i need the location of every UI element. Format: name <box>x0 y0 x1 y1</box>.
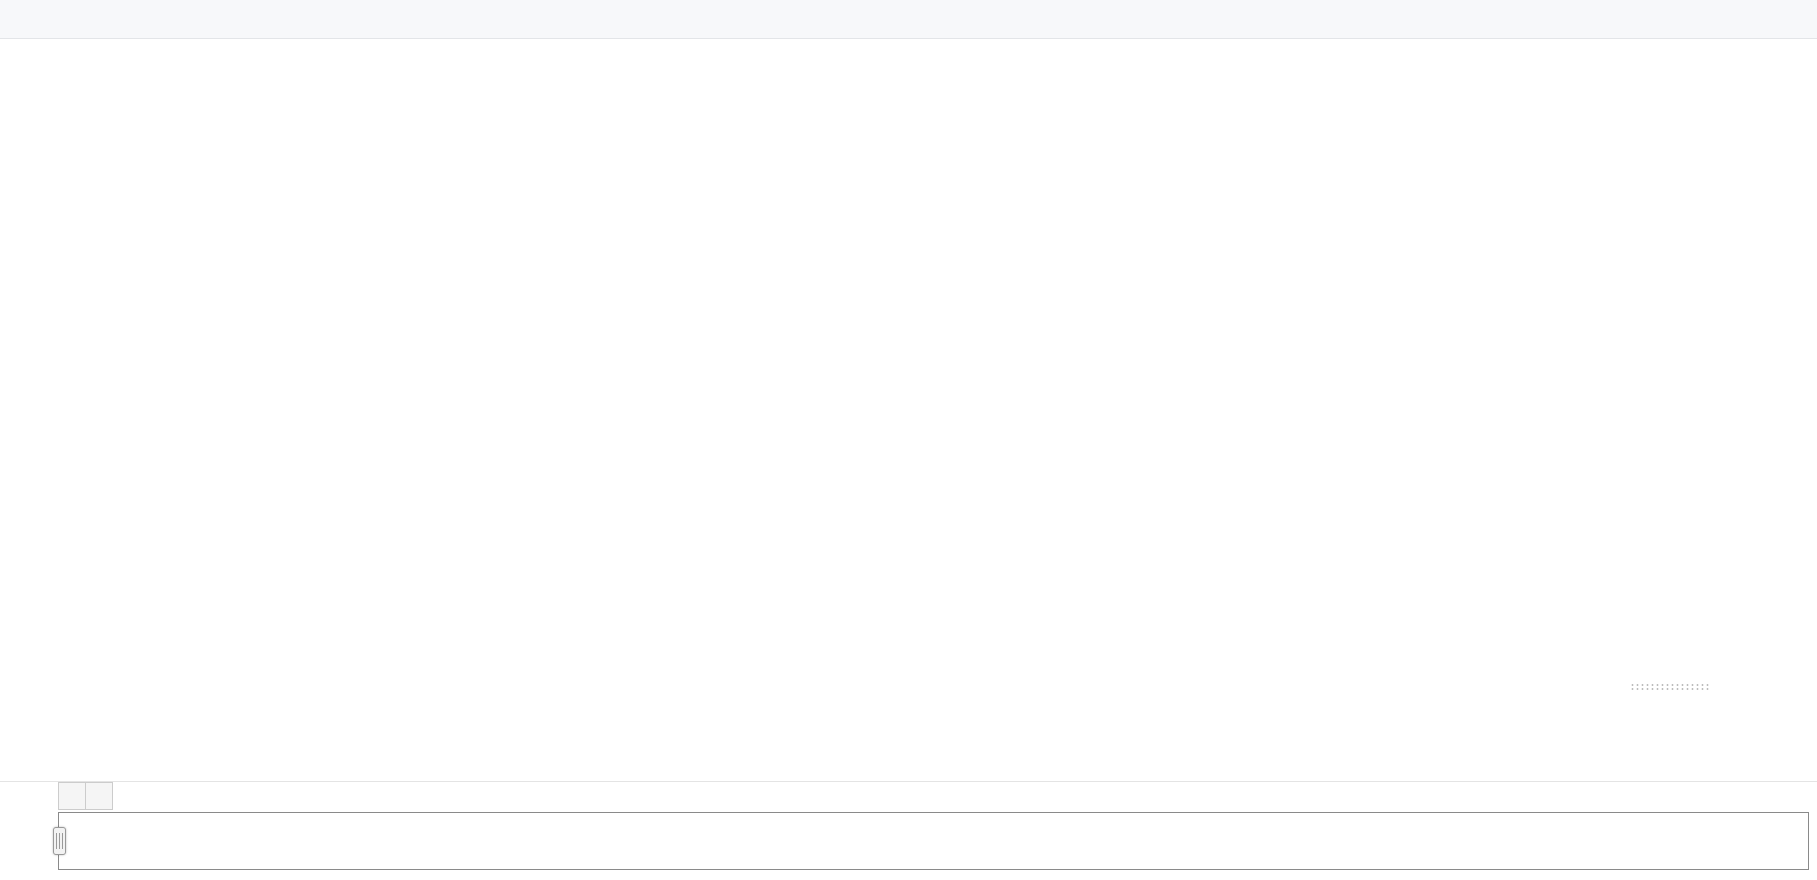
quote-bar <box>0 39 1817 63</box>
ma-bar <box>0 63 1817 83</box>
candlestick-chart[interactable] <box>0 83 1817 675</box>
macd-panel <box>0 697 1817 781</box>
main-chart-area <box>0 83 1817 675</box>
navigator-handle[interactable] <box>53 827 66 855</box>
time-axis <box>0 675 1817 697</box>
toolbar-icons <box>1787 0 1805 38</box>
indicator-tabs-row <box>0 781 1817 810</box>
panel-up-button[interactable] <box>58 782 86 810</box>
timeframe-tabs <box>0 0 8 38</box>
history-navigator[interactable] <box>53 812 1809 870</box>
horizontal-scrollbar-strip[interactable] <box>1630 683 1710 691</box>
timeframe-toolbar <box>0 0 1817 39</box>
history-line-chart[interactable] <box>59 813 1808 869</box>
macd-chart[interactable] <box>0 717 1817 781</box>
panel-down-button[interactable] <box>86 782 113 810</box>
